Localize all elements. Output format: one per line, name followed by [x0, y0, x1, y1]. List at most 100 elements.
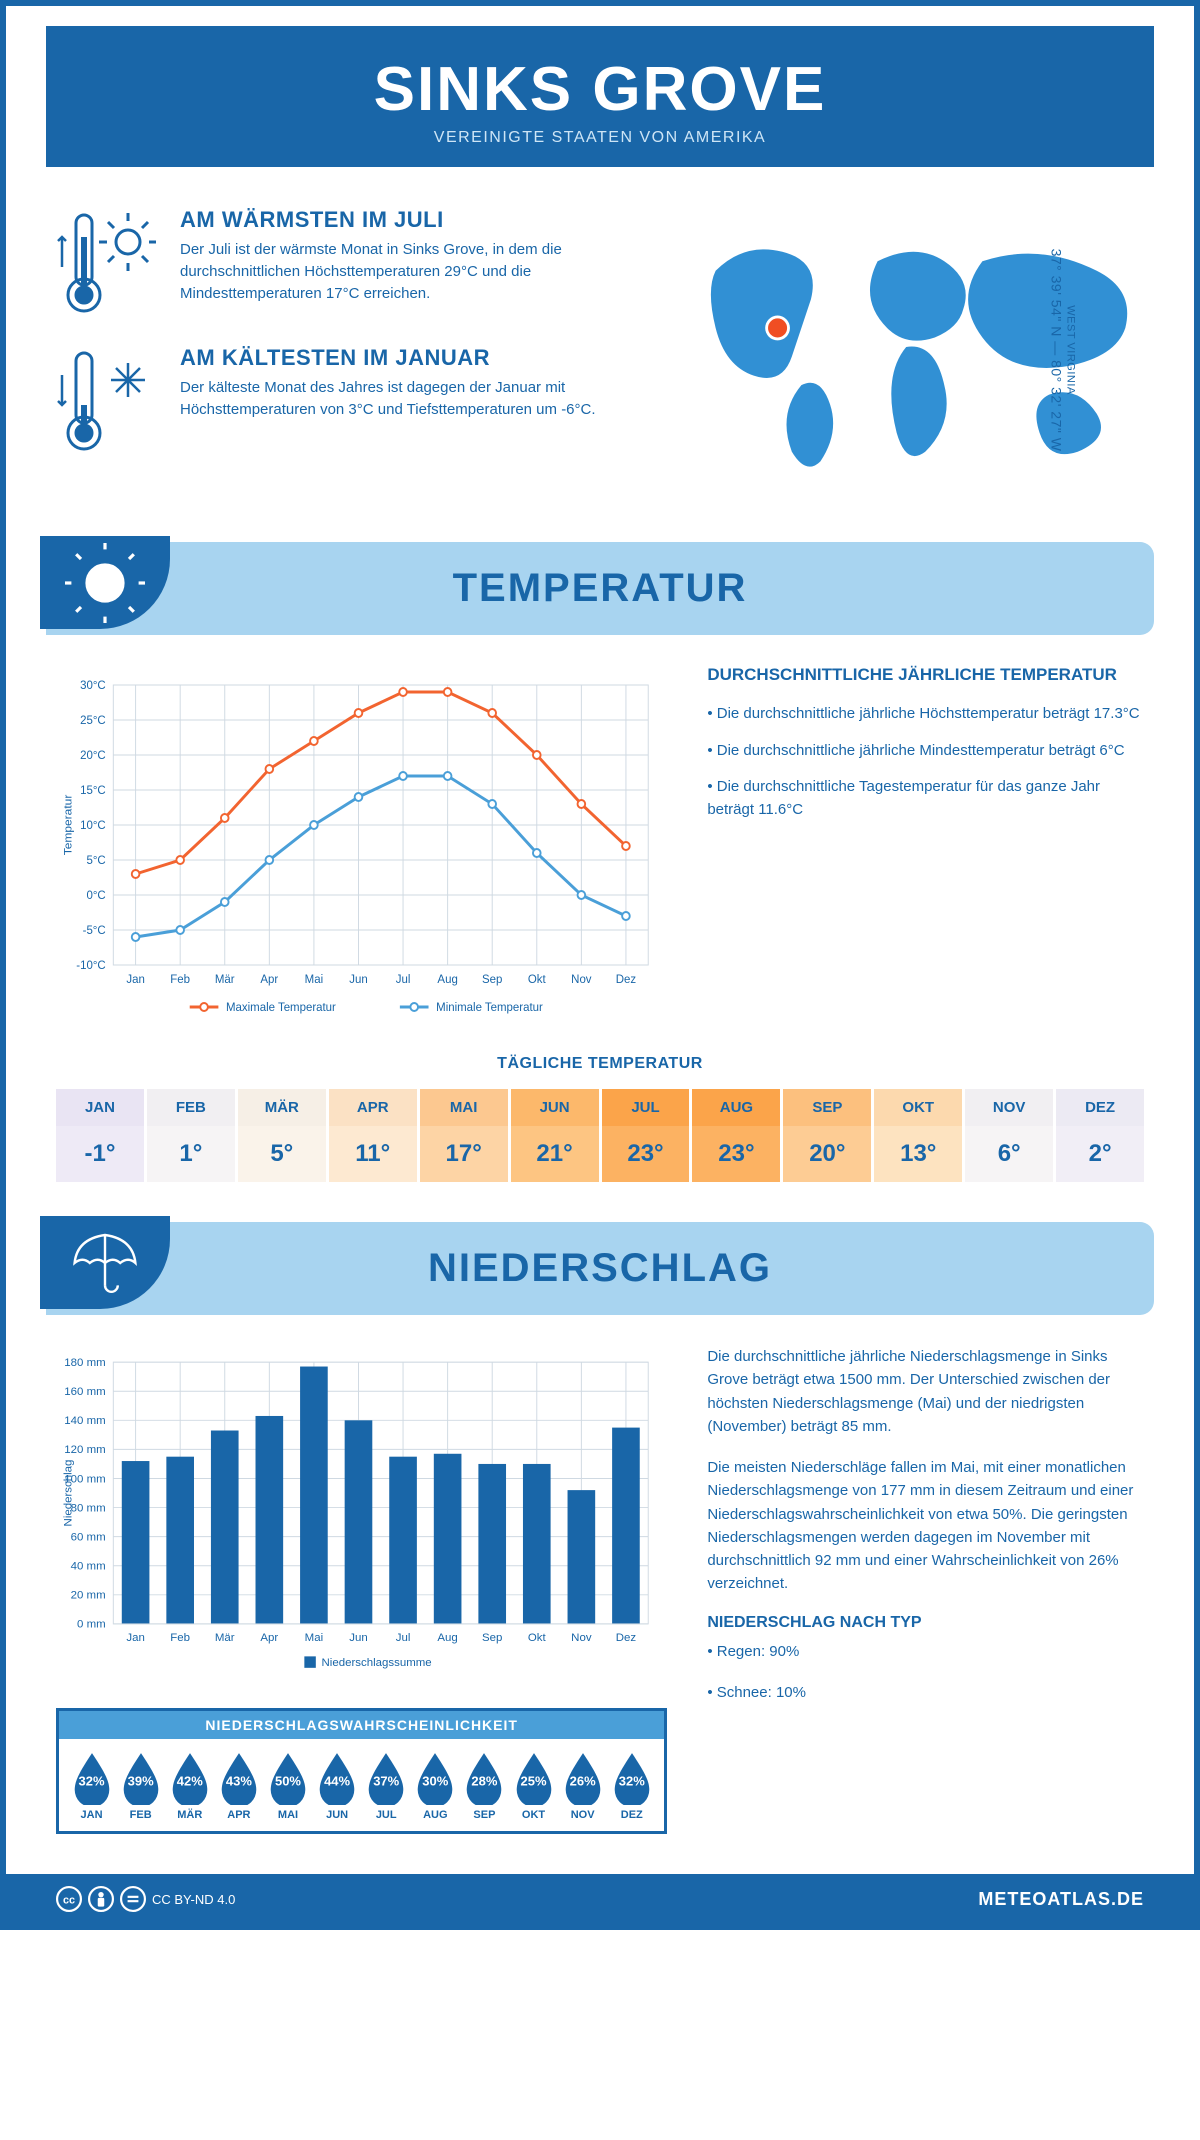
svg-text:Aug: Aug — [437, 973, 457, 986]
precip-text: Die meisten Niederschläge fallen im Mai,… — [707, 1456, 1144, 1596]
raindrop-icon: 32% — [70, 1751, 114, 1805]
precip-prob-value: 43% — [226, 1774, 252, 1789]
daily-temp-cell: APR 11° — [329, 1089, 420, 1182]
daily-temp-value: -1° — [56, 1126, 144, 1182]
precip-prob-cell: 28% SEP — [460, 1751, 509, 1821]
raindrop-icon: 32% — [610, 1751, 654, 1805]
daily-month-label: JUL — [602, 1089, 690, 1126]
temp-info-bullet: • Die durchschnittliche jährliche Mindes… — [707, 740, 1144, 763]
thermometer-hot-icon — [56, 207, 156, 317]
precip-prob-cell: 44% JUN — [313, 1751, 362, 1821]
daily-temp-cell: SEP 20° — [783, 1089, 874, 1182]
intro-section: AM WÄRMSTEN IM JULI Der Juli ist der wär… — [6, 197, 1194, 522]
temp-info-bullet: • Die durchschnittliche Tagestemperatur … — [707, 776, 1144, 821]
temp-info-heading: DURCHSCHNITTLICHE JÄHRLICHE TEMPERATUR — [707, 665, 1144, 685]
svg-text:Jun: Jun — [349, 1632, 367, 1644]
precip-prob-cell: 43% APR — [214, 1751, 263, 1821]
daily-month-label: FEB — [147, 1089, 235, 1126]
svg-text:80 mm: 80 mm — [71, 1502, 106, 1514]
precip-prob-month: JUN — [313, 1809, 362, 1821]
section-banner-temperature: TEMPERATUR — [46, 542, 1154, 635]
daily-temp-value: 17° — [420, 1126, 508, 1182]
precip-prob-month: SEP — [460, 1809, 509, 1821]
svg-text:60 mm: 60 mm — [71, 1531, 106, 1543]
svg-text:Aug: Aug — [437, 1632, 457, 1644]
svg-text:Niederschlagssumme: Niederschlagssumme — [322, 1657, 432, 1669]
raindrop-icon: 37% — [364, 1751, 408, 1805]
fact-coldest-text: Der kälteste Monat des Jahres ist dagege… — [180, 377, 628, 421]
precip-prob-value: 44% — [324, 1774, 350, 1789]
sun-icon — [40, 536, 170, 629]
daily-month-label: OKT — [874, 1089, 962, 1126]
svg-text:Apr: Apr — [260, 973, 278, 986]
raindrop-icon: 42% — [168, 1751, 212, 1805]
precip-prob-month: MAI — [263, 1809, 312, 1821]
daily-month-label: JUN — [511, 1089, 599, 1126]
fact-warmest-title: AM WÄRMSTEN IM JULI — [180, 207, 628, 233]
fact-warmest: AM WÄRMSTEN IM JULI Der Juli ist der wär… — [56, 207, 628, 317]
daily-month-label: MÄR — [238, 1089, 326, 1126]
daily-temp-cell: JAN -1° — [56, 1089, 147, 1182]
svg-text:Dez: Dez — [616, 973, 636, 986]
svg-text:Apr: Apr — [260, 1632, 278, 1644]
svg-text:Jan: Jan — [126, 973, 144, 986]
precip-prob-month: APR — [214, 1809, 263, 1821]
precipitation-section: 0 mm20 mm40 mm60 mm80 mm100 mm120 mm140 … — [6, 1345, 1194, 1854]
svg-text:Jul: Jul — [396, 973, 411, 986]
svg-text:Nov: Nov — [571, 973, 591, 986]
svg-text:cc: cc — [63, 1894, 75, 1906]
svg-text:Mai: Mai — [305, 973, 323, 986]
precip-prob-month: NOV — [558, 1809, 607, 1821]
precip-prob-month: JUL — [362, 1809, 411, 1821]
coords-value: 37° 39' 54" N — 80° 32' 27" W — [1049, 248, 1065, 451]
coordinates: WEST VIRGINIA 37° 39' 54" N — 80° 32' 27… — [1049, 248, 1077, 451]
raindrop-icon: 30% — [413, 1751, 457, 1805]
precip-prob-month: AUG — [411, 1809, 460, 1821]
raindrop-icon: 43% — [217, 1751, 261, 1805]
fact-coldest-title: AM KÄLTESTEN IM JANUAR — [180, 345, 628, 371]
cc-icon: cc — [56, 1886, 82, 1912]
precip-prob-value: 26% — [570, 1774, 596, 1789]
svg-text:5°C: 5°C — [86, 854, 106, 867]
raindrop-icon: 25% — [512, 1751, 556, 1805]
svg-text:Feb: Feb — [170, 973, 190, 986]
precip-prob-value: 25% — [521, 1774, 547, 1789]
svg-text:Temperatur: Temperatur — [62, 795, 75, 856]
daily-temp-value: 1° — [147, 1126, 235, 1182]
svg-text:180 mm: 180 mm — [64, 1357, 105, 1369]
precip-type-heading: NIEDERSCHLAG NACH TYP — [707, 1614, 1144, 1632]
temperature-info: DURCHSCHNITTLICHE JÄHRLICHE TEMPERATUR •… — [707, 665, 1144, 1025]
svg-text:Maximale Temperatur: Maximale Temperatur — [226, 1001, 336, 1014]
by-icon — [88, 1886, 114, 1912]
daily-temp-table: JAN -1° FEB 1° MÄR 5° APR 11° MAI 17° JU… — [56, 1089, 1144, 1182]
precipitation-info: Die durchschnittliche jährliche Niedersc… — [707, 1345, 1144, 1834]
svg-text:-5°C: -5°C — [83, 924, 107, 937]
precip-probability-box: NIEDERSCHLAGSWAHRSCHEINLICHKEIT 32% JAN … — [56, 1708, 667, 1834]
precipitation-bar-chart: 0 mm20 mm40 mm60 mm80 mm100 mm120 mm140 … — [56, 1345, 667, 1685]
raindrop-icon: 44% — [315, 1751, 359, 1805]
svg-text:Niederschlag: Niederschlag — [62, 1460, 74, 1527]
precip-prob-value: 32% — [619, 1774, 645, 1789]
precip-type-snow: • Schnee: 10% — [707, 1681, 1144, 1704]
precip-prob-title: NIEDERSCHLAGSWAHRSCHEINLICHKEIT — [59, 1711, 664, 1739]
precip-prob-month: MÄR — [165, 1809, 214, 1821]
section-title-precipitation: NIEDERSCHLAG — [46, 1246, 1154, 1291]
svg-text:20 mm: 20 mm — [71, 1590, 106, 1602]
daily-temp-cell: AUG 23° — [692, 1089, 783, 1182]
daily-month-label: SEP — [783, 1089, 871, 1126]
svg-text:30°C: 30°C — [80, 679, 106, 692]
section-title-temperature: TEMPERATUR — [46, 566, 1154, 611]
precip-prob-month: JAN — [67, 1809, 116, 1821]
svg-text:Mai: Mai — [305, 1632, 323, 1644]
precip-prob-cell: 37% JUL — [362, 1751, 411, 1821]
page-title: SINKS GROVE — [46, 54, 1154, 125]
svg-text:15°C: 15°C — [80, 784, 106, 797]
precip-prob-value: 37% — [373, 1774, 399, 1789]
svg-text:Nov: Nov — [571, 1632, 592, 1644]
daily-temp-value: 13° — [874, 1126, 962, 1182]
svg-text:Dez: Dez — [616, 1632, 637, 1644]
svg-text:160 mm: 160 mm — [64, 1386, 105, 1398]
raindrop-icon: 26% — [561, 1751, 605, 1805]
precip-prob-row: 32% JAN 39% FEB 42% MÄR 43% APR 50% MAI — [59, 1739, 664, 1831]
daily-temp-cell: OKT 13° — [874, 1089, 965, 1182]
